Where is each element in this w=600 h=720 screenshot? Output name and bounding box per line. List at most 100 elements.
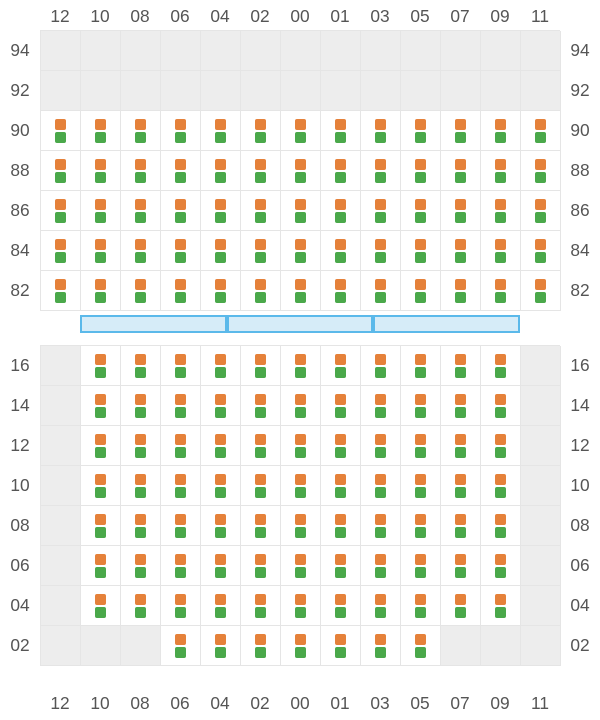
seat-cell[interactable] xyxy=(481,586,521,626)
seat-cell[interactable] xyxy=(281,231,321,271)
seat-cell[interactable] xyxy=(41,111,81,151)
seat-cell[interactable] xyxy=(81,426,121,466)
seat-cell[interactable] xyxy=(521,231,561,271)
seat-cell[interactable] xyxy=(41,271,81,311)
seat-cell[interactable] xyxy=(161,271,201,311)
seat-cell[interactable] xyxy=(121,231,161,271)
seat-cell[interactable] xyxy=(401,626,441,666)
seat-cell[interactable] xyxy=(281,346,321,386)
seat-cell[interactable] xyxy=(521,191,561,231)
seat-cell[interactable] xyxy=(81,191,121,231)
seat-cell[interactable] xyxy=(481,271,521,311)
seat-cell[interactable] xyxy=(401,506,441,546)
seat-cell[interactable] xyxy=(441,506,481,546)
seat-cell[interactable] xyxy=(201,271,241,311)
seat-cell[interactable] xyxy=(201,386,241,426)
seat-cell[interactable] xyxy=(441,546,481,586)
seat-cell[interactable] xyxy=(361,111,401,151)
seat-cell[interactable] xyxy=(161,151,201,191)
seat-cell[interactable] xyxy=(401,271,441,311)
seat-cell[interactable] xyxy=(121,386,161,426)
seat-cell[interactable] xyxy=(361,191,401,231)
seat-cell[interactable] xyxy=(441,586,481,626)
seat-cell[interactable] xyxy=(161,426,201,466)
seat-cell[interactable] xyxy=(401,466,441,506)
seat-cell[interactable] xyxy=(201,626,241,666)
seat-cell[interactable] xyxy=(161,466,201,506)
seat-cell[interactable] xyxy=(481,151,521,191)
seat-cell[interactable] xyxy=(241,466,281,506)
seat-cell[interactable] xyxy=(81,466,121,506)
seat-cell[interactable] xyxy=(161,586,201,626)
seat-cell[interactable] xyxy=(241,271,281,311)
seat-cell[interactable] xyxy=(481,386,521,426)
seat-cell[interactable] xyxy=(481,111,521,151)
seat-cell[interactable] xyxy=(441,386,481,426)
seat-cell[interactable] xyxy=(281,586,321,626)
seat-cell[interactable] xyxy=(121,466,161,506)
seat-cell[interactable] xyxy=(241,346,281,386)
seat-cell[interactable] xyxy=(361,231,401,271)
seat-cell[interactable] xyxy=(481,231,521,271)
seat-cell[interactable] xyxy=(321,271,361,311)
seat-cell[interactable] xyxy=(241,626,281,666)
seat-cell[interactable] xyxy=(321,386,361,426)
seat-cell[interactable] xyxy=(201,346,241,386)
seat-cell[interactable] xyxy=(441,466,481,506)
seat-cell[interactable] xyxy=(41,151,81,191)
seat-cell[interactable] xyxy=(401,111,441,151)
seat-cell[interactable] xyxy=(281,386,321,426)
seat-cell[interactable] xyxy=(121,506,161,546)
seat-cell[interactable] xyxy=(241,546,281,586)
seat-cell[interactable] xyxy=(81,271,121,311)
seat-cell[interactable] xyxy=(121,346,161,386)
seat-cell[interactable] xyxy=(361,271,401,311)
seat-cell[interactable] xyxy=(441,151,481,191)
seat-cell[interactable] xyxy=(121,546,161,586)
seat-cell[interactable] xyxy=(521,271,561,311)
seat-cell[interactable] xyxy=(201,506,241,546)
seat-cell[interactable] xyxy=(441,271,481,311)
seat-cell[interactable] xyxy=(281,111,321,151)
seat-cell[interactable] xyxy=(321,506,361,546)
seat-cell[interactable] xyxy=(81,586,121,626)
seat-cell[interactable] xyxy=(361,426,401,466)
seat-cell[interactable] xyxy=(201,231,241,271)
seat-cell[interactable] xyxy=(321,346,361,386)
seat-cell[interactable] xyxy=(521,111,561,151)
seat-cell[interactable] xyxy=(361,586,401,626)
seat-cell[interactable] xyxy=(481,346,521,386)
seat-cell[interactable] xyxy=(161,191,201,231)
seat-cell[interactable] xyxy=(281,626,321,666)
seat-cell[interactable] xyxy=(481,466,521,506)
seat-cell[interactable] xyxy=(161,506,201,546)
seat-cell[interactable] xyxy=(481,191,521,231)
seat-cell[interactable] xyxy=(401,191,441,231)
seat-cell[interactable] xyxy=(321,466,361,506)
seat-cell[interactable] xyxy=(481,546,521,586)
seat-cell[interactable] xyxy=(281,271,321,311)
seat-cell[interactable] xyxy=(241,151,281,191)
seat-cell[interactable] xyxy=(201,546,241,586)
seat-cell[interactable] xyxy=(81,506,121,546)
seat-cell[interactable] xyxy=(361,346,401,386)
seat-cell[interactable] xyxy=(401,151,441,191)
seat-cell[interactable] xyxy=(41,231,81,271)
seat-cell[interactable] xyxy=(161,546,201,586)
seat-cell[interactable] xyxy=(201,151,241,191)
seat-cell[interactable] xyxy=(401,546,441,586)
seat-cell[interactable] xyxy=(321,151,361,191)
seat-cell[interactable] xyxy=(241,191,281,231)
seat-cell[interactable] xyxy=(441,111,481,151)
seat-cell[interactable] xyxy=(441,426,481,466)
seat-cell[interactable] xyxy=(121,151,161,191)
seat-cell[interactable] xyxy=(241,386,281,426)
seat-cell[interactable] xyxy=(361,466,401,506)
seat-cell[interactable] xyxy=(401,426,441,466)
seat-cell[interactable] xyxy=(81,546,121,586)
seat-cell[interactable] xyxy=(441,346,481,386)
seat-cell[interactable] xyxy=(441,231,481,271)
seat-cell[interactable] xyxy=(361,546,401,586)
seat-cell[interactable] xyxy=(321,586,361,626)
seat-cell[interactable] xyxy=(281,151,321,191)
